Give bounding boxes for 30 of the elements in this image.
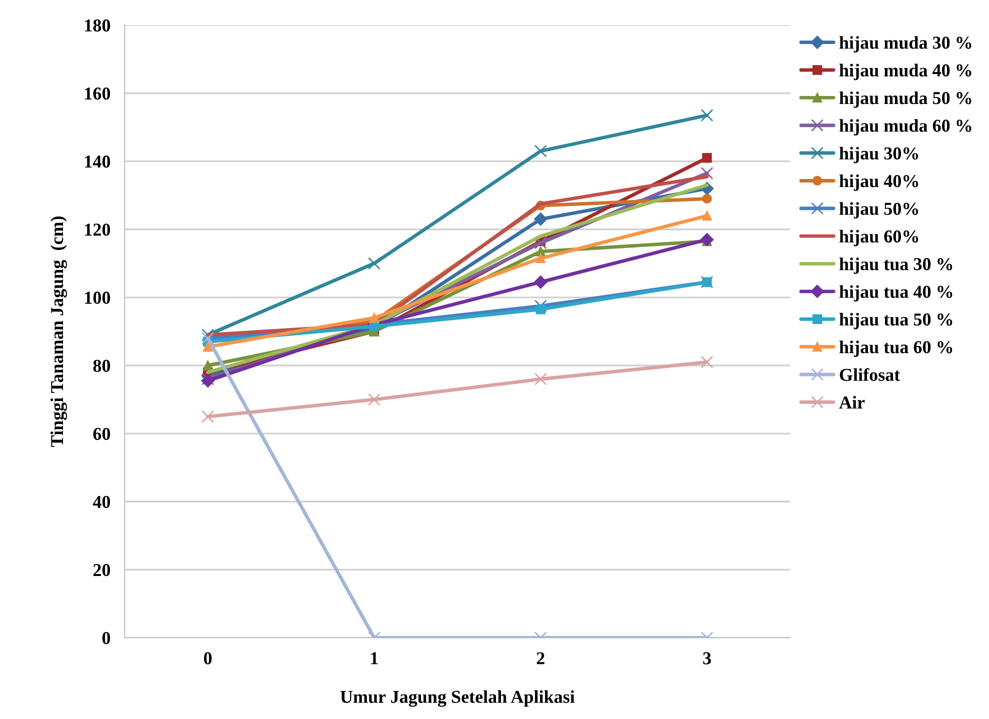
legend-label: Air (839, 396, 865, 408)
legend-label: hijau muda 30 % (839, 36, 972, 52)
x-tick-label: 1 (371, 652, 378, 664)
y-tick-label: 0 (102, 632, 110, 644)
y-tick-label: 140 (85, 156, 110, 168)
legend-label: hijau muda 40 % (839, 64, 972, 80)
legend-label: hijau muda 60 % (839, 119, 972, 136)
legend-label: hijau 40% (839, 174, 918, 191)
y-tick-label: 180 (85, 19, 110, 32)
y-tick-label: 20 (93, 564, 110, 576)
y-tick-label: 40 (92, 496, 110, 508)
legend-label: hijau 60% (839, 230, 918, 246)
x-tick-label: 2 (536, 652, 544, 664)
y-tick-label: 160 (85, 87, 110, 100)
legend-label: Glifosat (840, 368, 900, 381)
legend-label: hijau tua 50 % (839, 312, 952, 330)
x-tick-label: 0 (204, 652, 212, 664)
legend-label: hijau tua 40 % (839, 285, 952, 302)
legend-label: hijau muda 50 % (839, 91, 972, 108)
legend-label: hijau 50% (839, 202, 918, 219)
legend-label: hijau tua 60 % (839, 340, 952, 357)
y-tick-label: 80 (93, 360, 110, 372)
y-tick-label: 120 (85, 224, 110, 236)
x-tick-label: 3 (703, 652, 711, 664)
x-axis-title: Umur Jagung Setelah Aplikasi (340, 690, 575, 707)
legend-label: hijau 30% (839, 146, 918, 164)
y-tick-label: 100 (85, 292, 110, 304)
y-tick-label: 60 (93, 428, 110, 440)
y-axis-title: Tinggi Tanaman Jagung (cm) (50, 216, 67, 447)
legend-label: hijau tua 30 % (839, 258, 952, 274)
